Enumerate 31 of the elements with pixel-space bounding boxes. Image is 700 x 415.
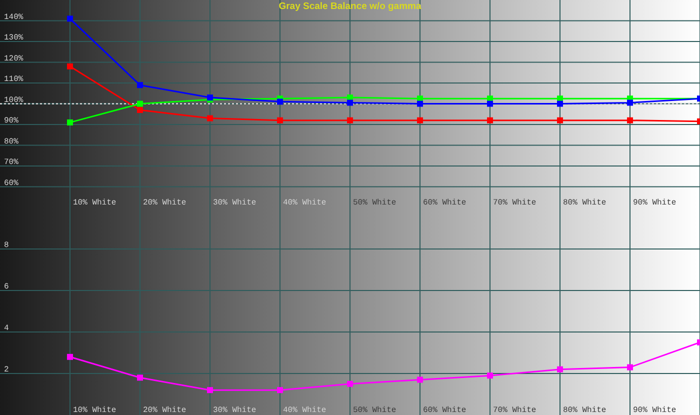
x-tick-label: 70% White bbox=[493, 198, 536, 208]
y-tick-label: 130% bbox=[4, 34, 24, 42]
x-tick-label: 50% White bbox=[353, 406, 396, 415]
x-tick-label: 40% White bbox=[283, 198, 326, 208]
x-tick-label: 90% White bbox=[633, 198, 676, 208]
y-tick-label: 80% bbox=[4, 137, 19, 146]
y-tick-label: 90% bbox=[4, 116, 19, 126]
y-tick-label: 6 bbox=[4, 282, 9, 292]
x-tick-label: 80% White bbox=[563, 198, 606, 208]
x-tick-label: 90% White bbox=[633, 406, 676, 415]
x-tick-label: 40% White bbox=[283, 406, 326, 415]
y-tick-label: 120% bbox=[4, 54, 24, 64]
x-tick-label: 80% White bbox=[563, 406, 606, 415]
x-tick-label: 50% White bbox=[353, 198, 396, 208]
x-tick-label: 10% White bbox=[73, 198, 116, 208]
x-tick-label: 30% White bbox=[213, 406, 256, 415]
y-tick-label: 110% bbox=[4, 75, 24, 84]
y-tick-label: 8 bbox=[4, 241, 9, 250]
x-tick-label: 60% White bbox=[423, 198, 466, 208]
x-tick-label: 70% White bbox=[493, 406, 536, 415]
y-tick-label: 140% bbox=[4, 12, 24, 22]
x-tick-label: 20% White bbox=[143, 198, 186, 208]
y-tick-label: 2 bbox=[4, 366, 9, 374]
y-tick-label: 100% bbox=[4, 96, 24, 105]
y-tick-label: 60% bbox=[4, 178, 19, 188]
x-tick-label: 60% White bbox=[423, 406, 466, 415]
y-tick-label: 70% bbox=[4, 158, 19, 167]
y-tick-label: 4 bbox=[4, 324, 9, 333]
x-tick-label: 30% White bbox=[213, 198, 256, 208]
x-tick-label: 10% White bbox=[73, 406, 116, 415]
x-tick-label: 20% White bbox=[143, 406, 186, 415]
